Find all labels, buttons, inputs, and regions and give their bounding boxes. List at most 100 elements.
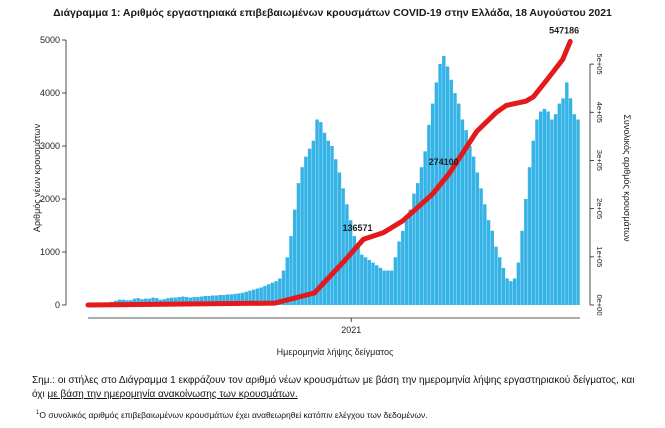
daily-bar [315,119,319,305]
daily-bar [542,108,547,306]
daily-bar [531,140,535,305]
daily-bar [449,79,453,305]
cumulative-line-layer [85,38,573,308]
daily-bar [199,296,204,305]
cumulative-line [85,38,573,308]
daily-bar [307,148,312,305]
daily-bar [460,119,465,305]
daily-bar [453,93,457,305]
bars-layer [88,55,580,306]
daily-bar [311,140,316,305]
daily-bar [296,183,301,305]
daily-bar [274,281,278,305]
daily-bar [572,114,576,305]
daily-bar [479,188,483,305]
y-tick-label: 2000 [40,194,60,204]
annotation-label: 136571 [342,223,372,233]
daily-bar [214,295,219,305]
daily-bar [155,298,159,305]
daily-bar [334,159,338,305]
daily-bar [527,167,532,305]
daily-bar [475,172,480,305]
daily-bar [434,82,439,306]
y2-tick-label: 2e+05 [595,198,604,219]
daily-bar [147,298,152,305]
daily-bar [352,236,357,305]
chart-title: Διάγραμμα 1: Αριθμός εργαστηριακά επιβεβ… [53,7,612,19]
daily-bar [546,111,550,305]
daily-bar [225,294,230,305]
daily-bar [568,98,573,305]
footnote: 1Ο συνολικός αριθμός επιβεβαιωμένων κρου… [36,406,646,422]
annotation-label: 274100 [429,157,459,167]
y-tick-label: 0 [55,300,60,310]
daily-bar [486,220,491,305]
daily-bar [382,270,386,305]
daily-bar [561,98,565,305]
daily-bar [330,146,334,305]
daily-bar [319,122,323,306]
daily-bar [367,259,371,305]
footnote-marker: 1 [36,410,40,416]
daily-bar [341,188,345,305]
daily-bar [550,119,554,305]
daily-bar [553,114,558,305]
y2-tick-label: 0e+00 [595,294,604,315]
daily-bar [401,230,405,305]
y-tick-label: 5000 [40,35,60,45]
daily-bar [397,241,401,305]
chart: 0 1000 2000 3000 4000 5000 0e+00 1e+05 2e+05 3e+0… [32,25,632,357]
daily-bar [300,167,304,305]
daily-bar [181,296,185,305]
daily-bar [293,209,297,305]
daily-bar [233,293,237,305]
daily-bar [360,254,364,305]
daily-bar [539,111,543,305]
x-axis-title: Ημερομηνία λήψης δείγματος [277,347,394,357]
annotation-label: 547186 [549,25,579,35]
daily-bar [281,270,286,305]
daily-bar [278,278,282,305]
daily-bar [240,292,245,305]
daily-bar [285,257,289,305]
daily-bar [483,204,487,305]
daily-bar [464,130,468,305]
daily-bar [490,230,494,305]
daily-bar [494,246,498,305]
daily-bar [322,132,327,305]
daily-bar [229,294,234,305]
daily-bar [196,297,200,305]
daily-bar [188,297,193,305]
daily-bar [524,199,528,305]
daily-bar [416,183,420,305]
daily-bar [255,288,260,305]
daily-bar [408,209,412,305]
daily-bar [423,151,427,305]
annotations-layer: 136571 274100 547186 [342,25,579,233]
daily-bar [252,289,256,305]
daily-bar [304,156,308,305]
daily-bar [498,257,502,305]
daily-bar [430,103,435,305]
note-part-2: με βάση την ημερομηνία ανακοίνωσης των κ… [47,389,298,400]
daily-bar [270,282,275,305]
daily-bar [505,278,509,305]
daily-bar [557,103,562,305]
daily-bar [427,124,431,305]
daily-bar [412,193,416,305]
daily-bar [371,262,375,305]
daily-bar [576,119,580,305]
daily-bar [203,295,207,305]
daily-bar [378,267,383,305]
daily-bar [177,297,181,305]
y-tick-label: 3000 [40,141,60,151]
daily-bar [248,290,252,305]
daily-bar [326,140,330,305]
daily-bar [266,284,271,305]
daily-bar [218,294,222,305]
daily-bar [136,298,140,305]
daily-bar [173,297,178,305]
daily-bar [348,220,353,305]
daily-bar [520,230,524,305]
